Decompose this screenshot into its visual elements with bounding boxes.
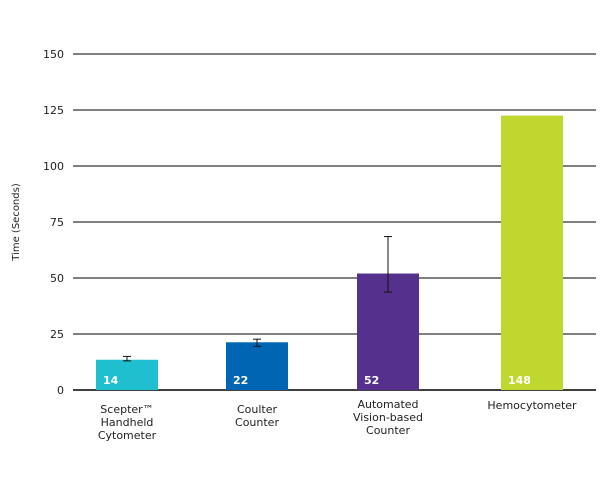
x-category-label: Automated [357, 398, 418, 411]
x-category-label: Handheld [101, 416, 154, 429]
x-category-label: Coulter [237, 403, 278, 416]
bar [357, 273, 419, 390]
x-category-label: Counter [366, 424, 410, 437]
y-tick-label: 75 [50, 216, 64, 229]
bar [96, 359, 158, 390]
data-label: 14 [103, 374, 119, 387]
x-category-label: Scepter™ [100, 403, 153, 416]
data-label: 22 [233, 374, 248, 387]
bar [226, 342, 288, 390]
y-tick-label: 50 [50, 272, 64, 285]
x-category-label: Vision-based [353, 411, 423, 424]
bar [501, 115, 563, 390]
x-category-label: Hemocytometer [487, 399, 577, 412]
data-label: 148 [508, 374, 531, 387]
x-category-label: Cytometer [98, 429, 157, 442]
y-tick-label: 125 [43, 104, 64, 117]
y-tick-label: 25 [50, 328, 64, 341]
y-tick-label: 0 [57, 384, 64, 397]
y-axis-label: Time (Seconds) [11, 183, 22, 262]
y-tick-label: 150 [43, 48, 64, 61]
y-tick-label: 100 [43, 160, 64, 173]
data-label: 52 [364, 374, 379, 387]
x-category-label: Counter [235, 416, 279, 429]
